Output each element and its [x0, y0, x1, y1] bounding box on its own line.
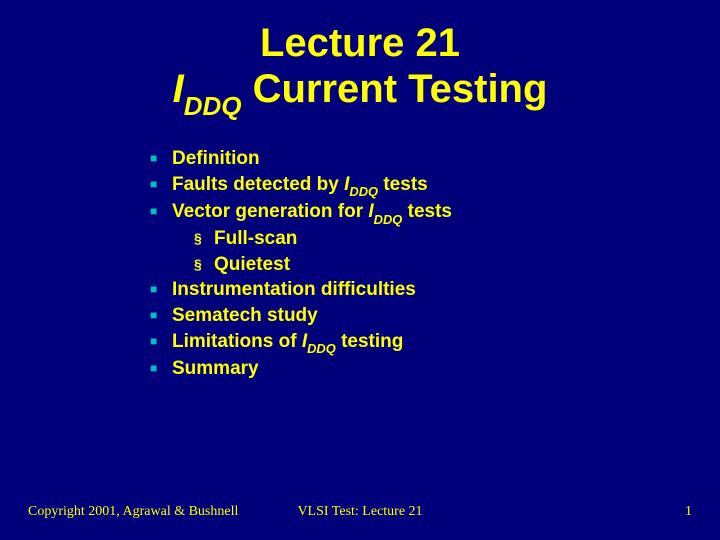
- title-iddq-sub: DDQ: [184, 91, 242, 121]
- sub-bullet-icon: §: [194, 255, 204, 274]
- bullet-icon: ■: [150, 360, 160, 376]
- bullet-text: Limitations of IDDQ testing: [172, 329, 403, 356]
- bullet-item: ■ Faults detected by IDDQ tests: [150, 172, 720, 199]
- title-iddq-i: I: [173, 67, 184, 111]
- footer-page-number: 1: [685, 504, 692, 520]
- bullet-text: Vector generation for IDDQ tests: [172, 199, 452, 226]
- bullet-icon: ■: [150, 281, 160, 297]
- footer-copyright: Copyright 2001, Agrawal & Bushnell: [28, 504, 238, 520]
- sub-bullet-item: § Quietest: [194, 252, 720, 278]
- bullet-icon: ■: [150, 150, 160, 166]
- bullet-text: Instrumentation difficulties: [172, 277, 416, 303]
- sub-bullet-text: Quietest: [214, 252, 290, 278]
- bullet-item: ■ Sematech study: [150, 303, 720, 329]
- bullet-item: ■ Vector generation for IDDQ tests: [150, 199, 720, 226]
- title-line2: IDDQ Current Testing: [0, 66, 720, 118]
- bullet-text: Sematech study: [172, 303, 318, 329]
- bullet-list: ■ Definition ■ Faults detected by IDDQ test…: [150, 146, 720, 382]
- bullet-item: ■ Limitations of IDDQ testing: [150, 329, 720, 356]
- bullet-item: ■ Instrumentation difficulties: [150, 277, 720, 303]
- bullet-text: Definition: [172, 146, 260, 172]
- bullet-item: ■ Definition: [150, 146, 720, 172]
- sub-bullet-text: Full-scan: [214, 226, 297, 252]
- bullet-icon: ■: [150, 307, 160, 323]
- sub-bullet-icon: §: [194, 229, 204, 248]
- sub-bullet-item: § Full-scan: [194, 226, 720, 252]
- bullet-text: Faults detected by IDDQ tests: [172, 172, 428, 199]
- bullet-icon: ■: [150, 333, 160, 349]
- title-line1: Lecture 21: [0, 20, 720, 66]
- bullet-text: Summary: [172, 356, 259, 382]
- bullet-icon: ■: [150, 203, 160, 219]
- bullet-item: ■ Summary: [150, 356, 720, 382]
- slide-title: Lecture 21 IDDQ Current Testing: [0, 0, 720, 118]
- title-rest: Current Testing: [241, 67, 547, 111]
- footer-center: VLSI Test: Lecture 21: [297, 504, 422, 520]
- bullet-icon: ■: [150, 176, 160, 192]
